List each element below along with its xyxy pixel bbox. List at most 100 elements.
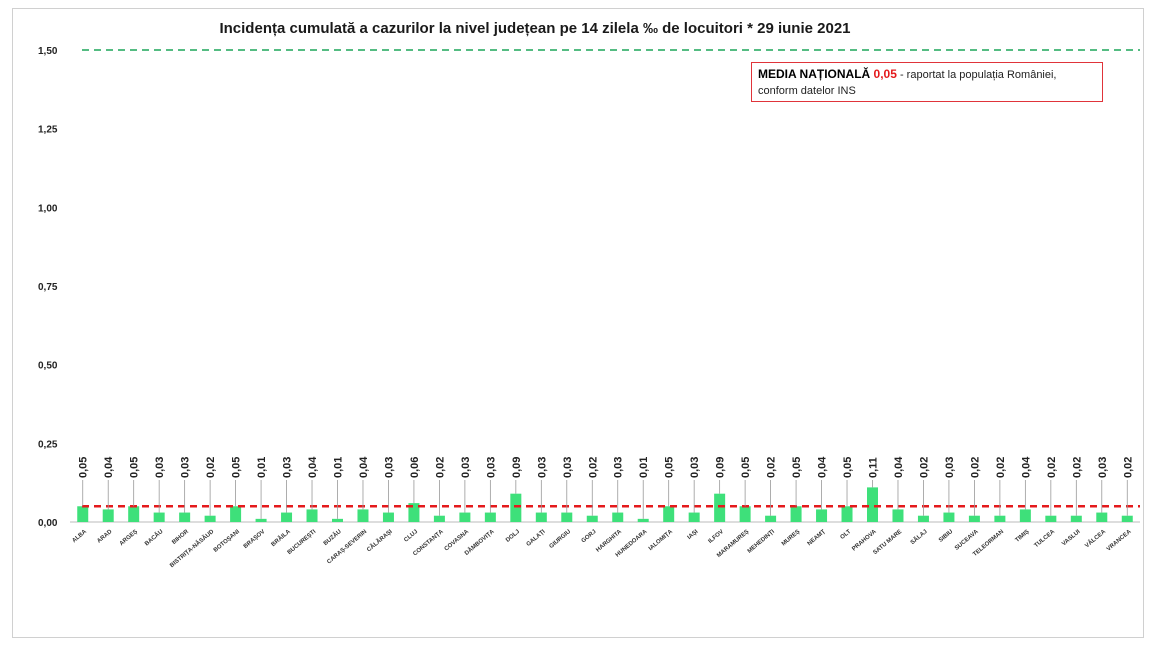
data-label: 0,03	[613, 457, 625, 478]
x-tick-label: CĂLĂRAȘI	[365, 528, 394, 554]
data-label: 0,05	[791, 457, 803, 478]
annotation-line2: conform datelor INS	[758, 85, 856, 97]
x-tick-label: MUREȘ	[781, 529, 801, 548]
data-label: 0,09	[511, 457, 523, 478]
x-tick-label: BRĂILA	[270, 528, 292, 548]
y-tick-label: 1,00	[38, 203, 58, 214]
bar	[1070, 515, 1082, 522]
data-label: 0,01	[333, 457, 345, 478]
bar	[968, 515, 980, 522]
x-tick-label: IALOMIȚA	[648, 529, 675, 553]
national-average-annotation: MEDIA NAȚIONALĂ 0,05 - raportat la popul…	[751, 62, 1103, 102]
y-tick-label: 0,00	[38, 518, 58, 529]
data-label: 0,02	[995, 457, 1007, 478]
data-label: 0,04	[893, 456, 905, 478]
data-label: 0,05	[842, 457, 854, 478]
bar	[433, 515, 445, 522]
annotation-prefix: MEDIA NAȚIONALĂ	[758, 67, 874, 81]
bar	[1121, 515, 1133, 522]
bar	[561, 512, 573, 522]
x-tick-label: SĂLAJ	[909, 528, 929, 546]
data-label: 0,05	[740, 457, 752, 478]
data-label: 0,05	[129, 457, 141, 478]
x-tick-label: SIBIU	[938, 529, 954, 544]
bar	[943, 512, 955, 522]
x-tick-label: ALBA	[71, 529, 88, 545]
bar	[484, 512, 496, 522]
x-tick-label: ARAD	[96, 529, 114, 545]
x-tick-label: VRANCEA	[1106, 529, 1133, 553]
data-label: 0,01	[638, 457, 650, 478]
bar	[357, 509, 369, 522]
x-tick-label: BIHOR	[171, 529, 190, 546]
bar	[765, 515, 777, 522]
data-label: 0,02	[587, 457, 599, 478]
bar	[1045, 515, 1057, 522]
bar	[510, 493, 522, 522]
x-tick-label: MEHEDINȚI	[747, 529, 776, 555]
bar	[637, 518, 649, 522]
data-label: 0,03	[1097, 457, 1109, 478]
data-label: 0,09	[715, 457, 727, 478]
data-label: 0,02	[1122, 457, 1134, 478]
bar	[102, 509, 114, 522]
x-tick-label: BACĂU	[143, 528, 164, 547]
bar	[867, 487, 878, 522]
bar	[204, 515, 216, 522]
x-tick-label: VASLUI	[1061, 529, 1082, 548]
bar	[255, 518, 267, 522]
data-label: 0,02	[205, 457, 217, 478]
bar	[994, 515, 1006, 522]
data-label: 0,04	[1020, 456, 1032, 478]
bar	[714, 493, 726, 522]
x-tick-label: CLUJ	[403, 529, 419, 544]
data-label: 0,05	[664, 457, 676, 478]
data-label: 0,03	[383, 457, 395, 478]
bar	[688, 512, 700, 522]
x-tick-label: IAȘI	[687, 529, 700, 541]
data-label: 0,02	[1046, 457, 1058, 478]
chart-title: Incidența cumulată a cazurilor la nivel …	[219, 20, 851, 37]
x-tick-label: GORJ	[581, 529, 598, 545]
data-label: 0,11	[868, 457, 880, 478]
bar	[306, 509, 318, 522]
data-label: 0,03	[154, 457, 166, 478]
bar	[739, 506, 751, 522]
y-tick-label: 0,25	[38, 439, 58, 450]
chart-frame	[12, 8, 1144, 638]
x-tick-label: TULCEA	[1034, 529, 1057, 550]
x-tick-label: BOTOȘANI	[213, 529, 241, 554]
bar	[230, 506, 242, 522]
x-tick-label: SUCEAVA	[954, 529, 980, 552]
data-label: 0,02	[969, 457, 981, 478]
data-label: 0,04	[307, 456, 319, 478]
x-tick-label: OLT	[840, 529, 853, 541]
x-tick-label: VÂLCEA	[1084, 528, 1108, 550]
annotation-value: 0,05	[873, 67, 897, 81]
x-tick-label: BRAȘOV	[243, 529, 267, 550]
bar	[586, 515, 598, 522]
data-label: 0,05	[78, 457, 90, 478]
bar	[535, 512, 547, 522]
data-label: 0,03	[460, 457, 472, 478]
x-tick-label: TIMIȘ	[1015, 529, 1031, 544]
data-label: 0,03	[536, 457, 548, 478]
data-label: 0,03	[562, 457, 574, 478]
bar	[382, 512, 394, 522]
x-tick-label: NEAMȚ	[807, 529, 827, 548]
x-tick-label: BUCUREȘTI	[287, 529, 318, 556]
bar	[408, 503, 420, 522]
y-tick-label: 0,75	[38, 282, 58, 293]
x-tick-label: BISTRIȚA-NĂSĂUD	[169, 528, 216, 569]
data-label: 0,03	[282, 457, 294, 478]
bar	[332, 518, 343, 522]
bar	[892, 509, 904, 522]
data-label: 0,04	[817, 456, 829, 478]
annotation-suffix: - raportat la populația României,	[896, 69, 1057, 81]
y-tick-label: 0,50	[38, 361, 58, 372]
data-label: 0,04	[103, 456, 115, 478]
x-tick-label: DOLJ	[505, 529, 521, 544]
data-label: 0,03	[689, 457, 701, 478]
bar	[153, 512, 165, 522]
